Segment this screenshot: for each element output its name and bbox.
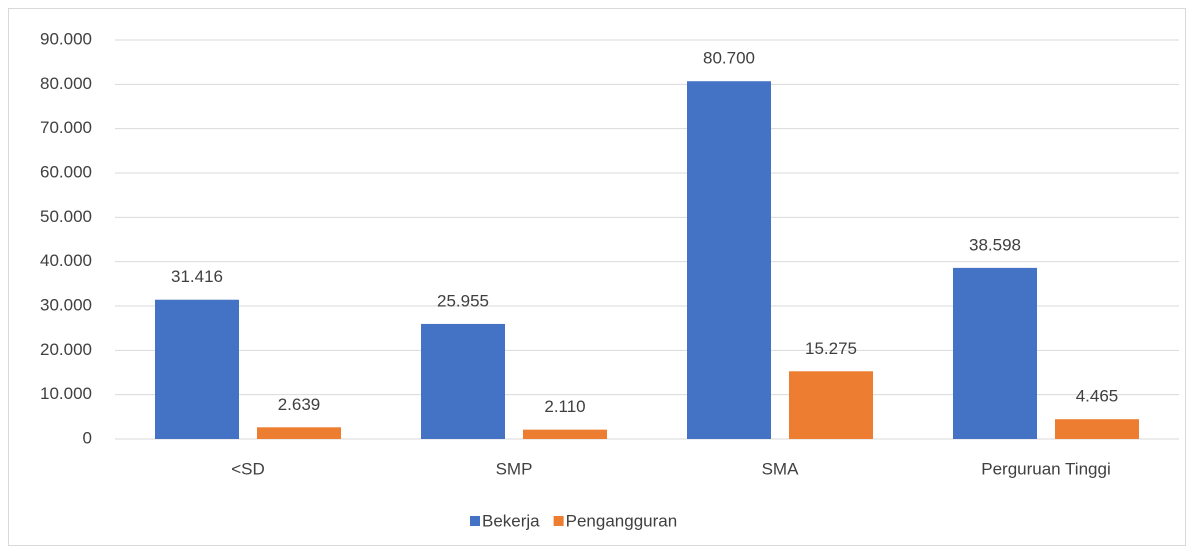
value-label: 31.416 xyxy=(171,267,223,286)
legend-swatch xyxy=(553,516,564,526)
value-label: 80.700 xyxy=(703,49,755,68)
y-tick-label: 20.000 xyxy=(40,340,92,359)
bar xyxy=(687,81,771,439)
bar xyxy=(421,323,505,439)
y-tick-label: 70.000 xyxy=(40,118,92,137)
x-tick-label: <SD xyxy=(231,459,265,478)
value-label: 25.955 xyxy=(437,291,489,310)
y-tick-label: 30.000 xyxy=(40,295,92,314)
y-tick-label: 10.000 xyxy=(40,384,92,403)
y-tick-label: 80.000 xyxy=(40,74,92,93)
y-tick-label: 60.000 xyxy=(40,162,92,181)
legend-label: Pengangguran xyxy=(566,511,678,530)
bar xyxy=(1055,419,1139,439)
x-tick-label: SMP xyxy=(496,459,533,478)
bar xyxy=(155,299,239,439)
x-tick-label: SMA xyxy=(762,459,800,478)
value-label: 15.275 xyxy=(805,339,857,358)
y-tick-label: 0 xyxy=(83,428,92,447)
legend-label: Bekerja xyxy=(482,511,540,530)
value-label: 2.639 xyxy=(278,395,321,414)
bar xyxy=(953,267,1037,439)
y-tick-label: 40.000 xyxy=(40,251,92,270)
legend-swatch xyxy=(470,516,480,526)
bar xyxy=(523,429,607,439)
y-tick-label: 90.000 xyxy=(40,29,92,48)
value-label: 4.465 xyxy=(1076,387,1119,406)
value-label: 2.110 xyxy=(544,397,585,416)
y-tick-label: 50.000 xyxy=(40,207,92,226)
bar xyxy=(789,371,873,439)
value-label: 38.598 xyxy=(969,235,1021,254)
x-tick-label: Perguruan Tinggi xyxy=(981,459,1110,478)
bar xyxy=(257,427,341,439)
